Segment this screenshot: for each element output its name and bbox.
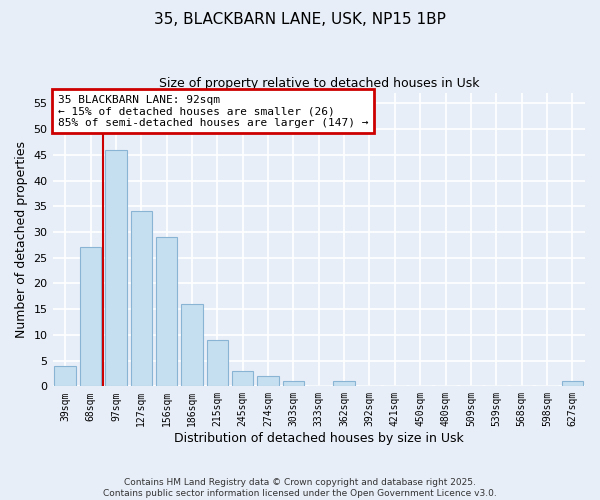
Bar <box>80 248 101 386</box>
Bar <box>181 304 203 386</box>
Bar <box>283 381 304 386</box>
Bar <box>334 381 355 386</box>
X-axis label: Distribution of detached houses by size in Usk: Distribution of detached houses by size … <box>174 432 464 445</box>
Bar <box>105 150 127 386</box>
Text: 35, BLACKBARN LANE, USK, NP15 1BP: 35, BLACKBARN LANE, USK, NP15 1BP <box>154 12 446 28</box>
Bar <box>55 366 76 386</box>
Title: Size of property relative to detached houses in Usk: Size of property relative to detached ho… <box>158 78 479 90</box>
Bar <box>156 237 178 386</box>
Bar <box>206 340 228 386</box>
Bar <box>131 212 152 386</box>
Bar <box>257 376 279 386</box>
Y-axis label: Number of detached properties: Number of detached properties <box>15 141 28 338</box>
Bar <box>232 371 253 386</box>
Text: 35 BLACKBARN LANE: 92sqm
← 15% of detached houses are smaller (26)
85% of semi-d: 35 BLACKBARN LANE: 92sqm ← 15% of detach… <box>58 94 368 128</box>
Text: Contains HM Land Registry data © Crown copyright and database right 2025.
Contai: Contains HM Land Registry data © Crown c… <box>103 478 497 498</box>
Bar <box>562 381 583 386</box>
